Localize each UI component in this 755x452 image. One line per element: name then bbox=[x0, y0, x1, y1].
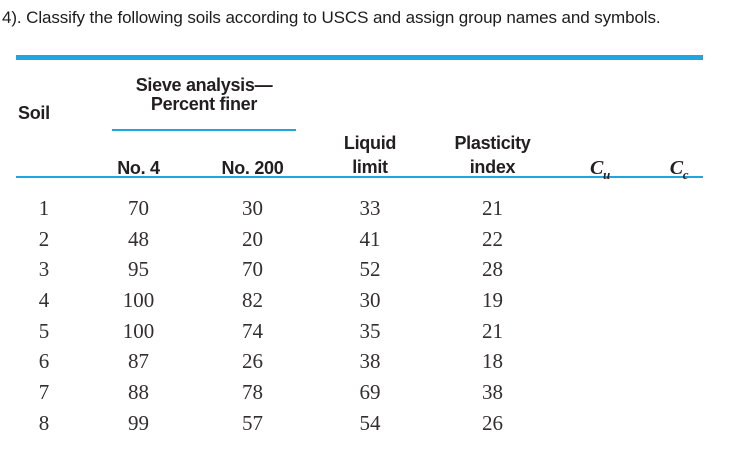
table-cell: 30 bbox=[359, 288, 381, 313]
column-header-soil: Soil bbox=[18, 103, 50, 123]
table-cell bbox=[655, 254, 703, 285]
table-cell: 48 bbox=[128, 226, 149, 251]
table-cell: 54 bbox=[359, 410, 381, 435]
table-cell: 28 bbox=[482, 257, 503, 282]
column-header-cu: Cu bbox=[590, 157, 610, 182]
problem-statement: 4). Classify the following soils accordi… bbox=[2, 8, 661, 27]
table-cell bbox=[655, 377, 703, 408]
table-body: 1 70 30 33 21 2 48 20 41 22 3 95 70 52 28 4 100 82 30 19 5 10… bbox=[16, 178, 703, 439]
table-cell bbox=[545, 316, 655, 347]
table-cell: 4 bbox=[38, 288, 50, 313]
table-cell: 1 bbox=[38, 196, 50, 220]
table-cell bbox=[655, 316, 703, 347]
table-cell: 38 bbox=[359, 349, 381, 374]
table-cell bbox=[655, 193, 703, 224]
table-cell bbox=[545, 193, 655, 224]
table-cell: 41 bbox=[359, 226, 381, 251]
table-row: 4 100 82 30 19 bbox=[16, 285, 703, 316]
table-cell: 3 bbox=[38, 257, 50, 282]
table-cell bbox=[655, 408, 703, 439]
table-cell: 70 bbox=[242, 257, 263, 282]
table-cell: 69 bbox=[359, 380, 381, 405]
table-cell: 8 bbox=[38, 410, 50, 435]
table-cell: 26 bbox=[242, 349, 263, 374]
table-cell: 87 bbox=[128, 349, 149, 374]
group-header-line1: Sieve analysis— bbox=[135, 75, 273, 95]
table-cell: 33 bbox=[359, 196, 381, 220]
table-cell: 20 bbox=[242, 226, 263, 251]
table-cell: 22 bbox=[482, 226, 503, 251]
table-cell: 38 bbox=[482, 380, 503, 405]
column-header-no4: No. 4 bbox=[117, 158, 160, 178]
table-cell: 21 bbox=[482, 196, 503, 220]
table-header: Soil Sieve analysis— Percent finer No. 4… bbox=[16, 60, 703, 182]
table-cell: 70 bbox=[128, 196, 149, 220]
table-cell: 6 bbox=[38, 349, 50, 374]
column-group-sieve-analysis: Sieve analysis— Percent finer bbox=[72, 60, 300, 131]
table-cell: 26 bbox=[482, 410, 503, 435]
table-cell: 21 bbox=[482, 318, 503, 343]
table-cell: 88 bbox=[128, 380, 149, 405]
table-top-rule bbox=[16, 55, 703, 60]
table-cell: 99 bbox=[128, 410, 149, 435]
table-cell bbox=[655, 224, 703, 255]
column-header-liquid-limit: Liquid limit bbox=[343, 133, 397, 177]
table-cell bbox=[545, 224, 655, 255]
table-cell: 2 bbox=[38, 226, 50, 251]
table-cell bbox=[545, 346, 655, 377]
column-header-cc: Cc bbox=[669, 157, 689, 182]
table-cell bbox=[545, 254, 655, 285]
table-cell bbox=[655, 285, 703, 316]
table-row: 3 95 70 52 28 bbox=[16, 254, 703, 285]
table-cell: 35 bbox=[359, 318, 381, 343]
table-cell: 100 bbox=[122, 288, 155, 313]
table-cell: 7 bbox=[38, 380, 50, 405]
table-row: 1 70 30 33 21 bbox=[16, 193, 703, 224]
group-header-underline bbox=[112, 129, 296, 131]
soil-data-table: Soil Sieve analysis— Percent finer No. 4… bbox=[16, 55, 703, 439]
table-row: 6 87 26 38 18 bbox=[16, 346, 703, 377]
table-row: 7 88 78 69 38 bbox=[16, 377, 703, 408]
table-row: 8 99 57 54 26 bbox=[16, 408, 703, 439]
table-cell: 5 bbox=[38, 318, 50, 343]
table-cell: 19 bbox=[482, 288, 503, 313]
column-header-plasticity-index: Plasticity index bbox=[454, 133, 531, 177]
table-cell: 95 bbox=[128, 257, 149, 282]
table-cell: 30 bbox=[242, 196, 263, 220]
table-cell bbox=[545, 377, 655, 408]
table-cell: 100 bbox=[122, 318, 155, 343]
header-bottom-rule bbox=[16, 176, 703, 178]
table-cell: 74 bbox=[242, 318, 263, 343]
group-header-line2: Percent finer bbox=[150, 94, 258, 114]
table-cell bbox=[545, 285, 655, 316]
table-cell: 52 bbox=[359, 257, 381, 282]
table-cell bbox=[545, 408, 655, 439]
table-cell: 82 bbox=[242, 288, 263, 313]
column-header-no200: No. 200 bbox=[221, 158, 284, 178]
table-cell: 78 bbox=[242, 380, 263, 405]
table-row: 2 48 20 41 22 bbox=[16, 224, 703, 255]
table-cell bbox=[655, 346, 703, 377]
table-cell: 18 bbox=[482, 349, 503, 374]
table-row: 5 100 74 35 21 bbox=[16, 316, 703, 347]
table-cell: 57 bbox=[242, 410, 263, 435]
